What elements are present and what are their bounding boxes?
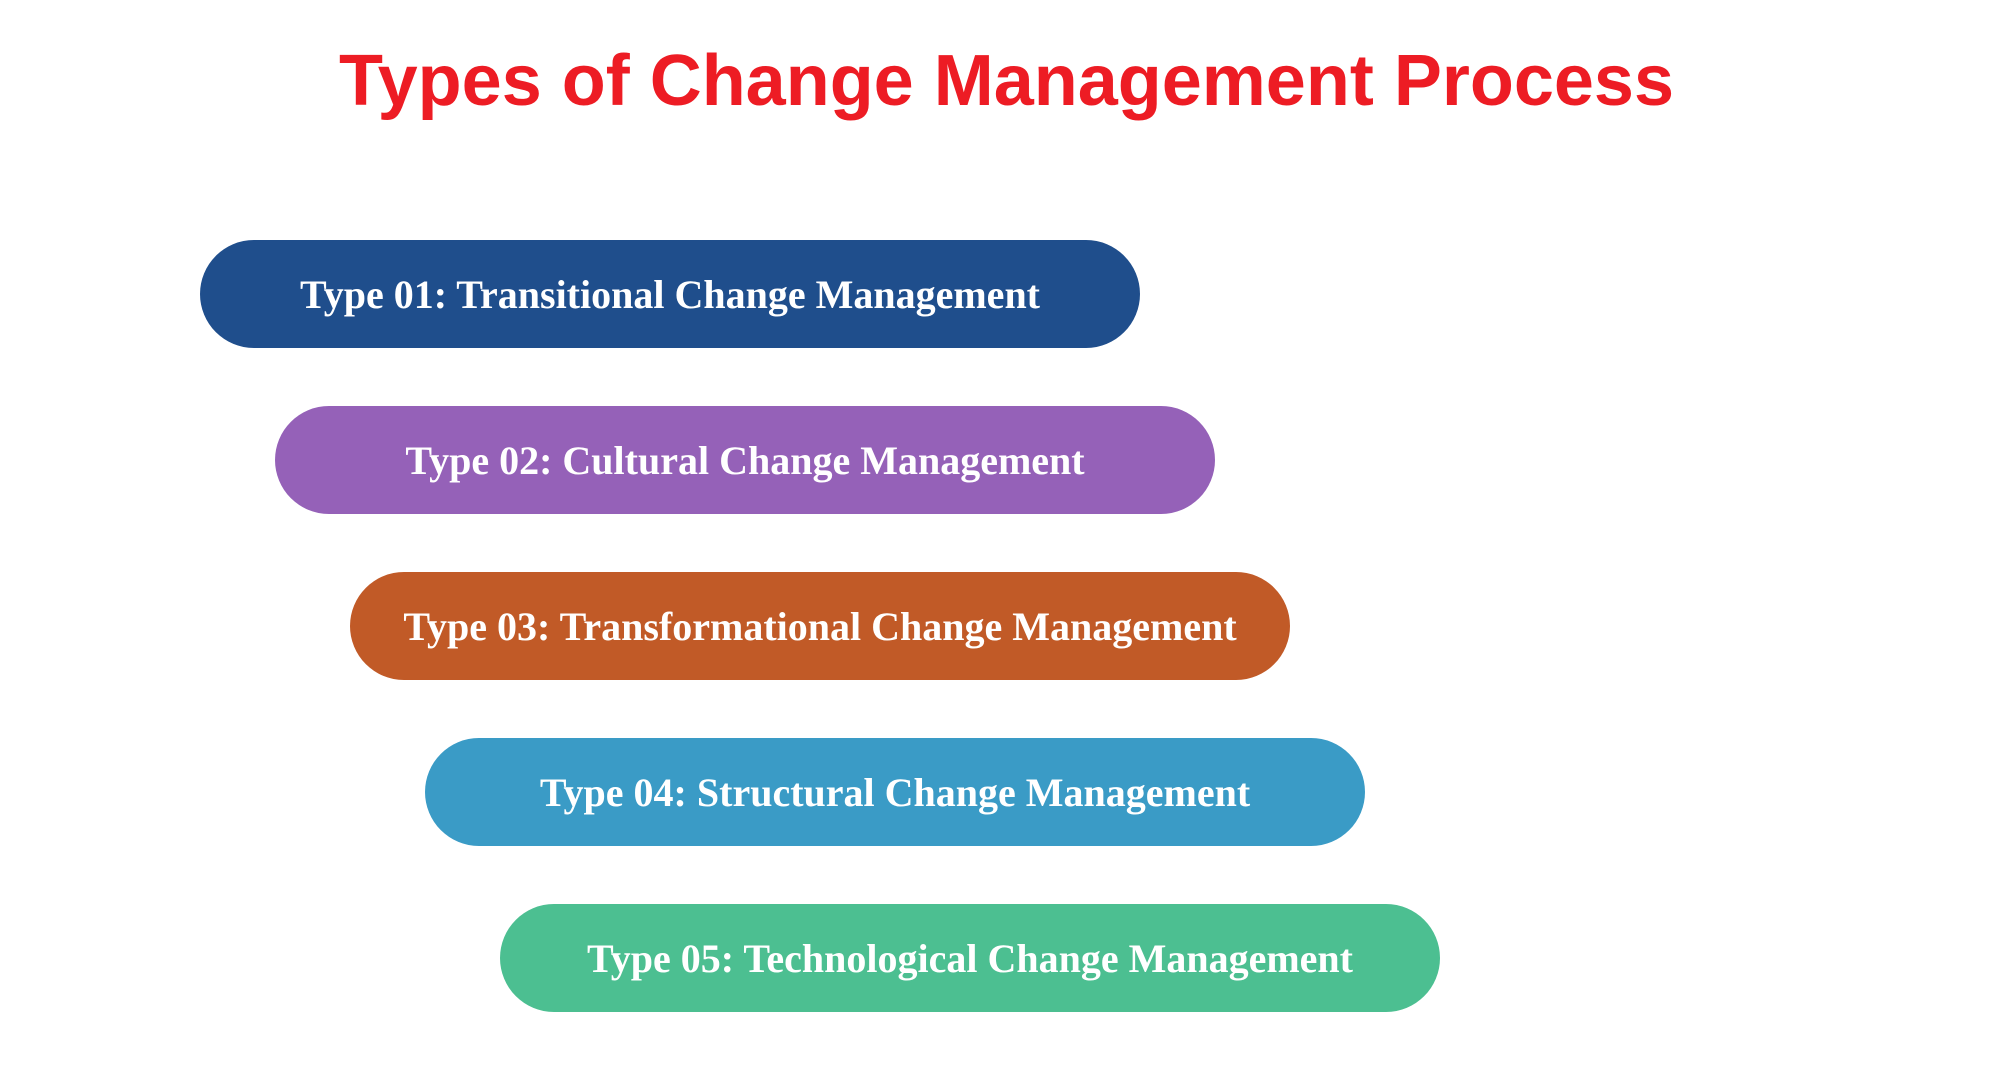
type-pill-label: Type 05: Technological Change Management (587, 935, 1353, 982)
page-title: Types of Change Management Process (0, 40, 2013, 122)
type-pill-label: Type 04: Structural Change Management (540, 769, 1250, 816)
type-pill-label: Type 01: Transitional Change Management (300, 271, 1040, 318)
type-pill-label: Type 03: Transformational Change Managem… (403, 603, 1236, 650)
type-pill-1: Type 01: Transitional Change Management (200, 240, 1140, 348)
type-pill-5: Type 05: Technological Change Management (500, 904, 1440, 1012)
type-pill-3: Type 03: Transformational Change Managem… (350, 572, 1290, 680)
type-pill-2: Type 02: Cultural Change Management (275, 406, 1215, 514)
type-pill-4: Type 04: Structural Change Management (425, 738, 1365, 846)
type-pill-label: Type 02: Cultural Change Management (405, 437, 1084, 484)
